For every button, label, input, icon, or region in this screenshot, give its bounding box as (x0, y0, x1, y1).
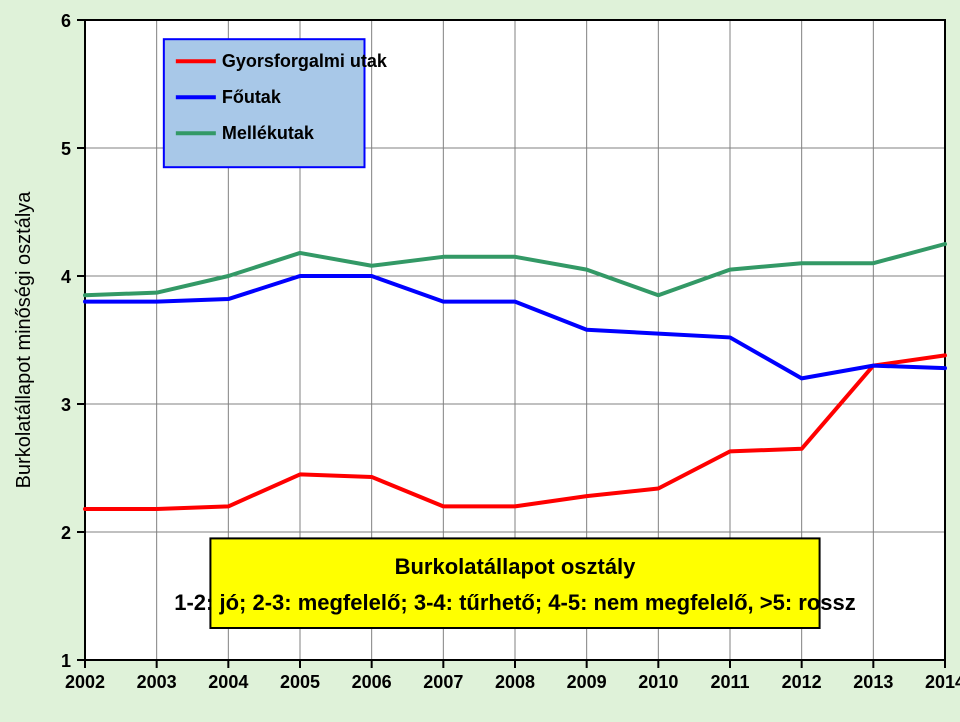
line-chart: 1 2 3 4 5 6 2002 2003 2004 2005 2006 2007 2008 2009 20… (0, 0, 960, 722)
x-tick-label: 2014 (925, 672, 960, 692)
x-tick-label: 2007 (423, 672, 463, 692)
y-tick-label: 2 (61, 523, 71, 543)
y-tick-label: 3 (61, 395, 71, 415)
legend-label-2: Mellékutak (222, 123, 315, 143)
annotation-title: Burkolatállapot osztály (395, 554, 637, 579)
x-tick-label: 2004 (208, 672, 248, 692)
x-tick-label: 2008 (495, 672, 535, 692)
x-tick-label: 2013 (853, 672, 893, 692)
x-tick-label: 2006 (352, 672, 392, 692)
annotation-subtitle: 1-2: jó; 2-3: megfelelő; 3-4: tűrhető; 4… (174, 590, 856, 615)
x-tick-label: 2010 (638, 672, 678, 692)
y-axis-title: Burkolatállapot minőségi osztálya (13, 191, 35, 489)
legend-label-0: Gyorsforgalmi utak (222, 51, 388, 71)
x-tick-label: 2009 (567, 672, 607, 692)
x-tick-label: 2003 (137, 672, 177, 692)
x-tick-label: 2012 (782, 672, 822, 692)
y-tick-label: 5 (61, 139, 71, 159)
y-tick-label: 1 (61, 651, 71, 671)
chart-svg: 1 2 3 4 5 6 2002 2003 2004 2005 2006 2007 2008 2009 20… (0, 0, 960, 722)
y-tick-label: 6 (61, 11, 71, 31)
x-tick-label: 2011 (710, 672, 749, 692)
legend-label-1: Főutak (222, 87, 282, 107)
x-tick-label: 2002 (65, 672, 105, 692)
x-tick-label: 2005 (280, 672, 320, 692)
y-tick-label: 4 (61, 267, 71, 287)
